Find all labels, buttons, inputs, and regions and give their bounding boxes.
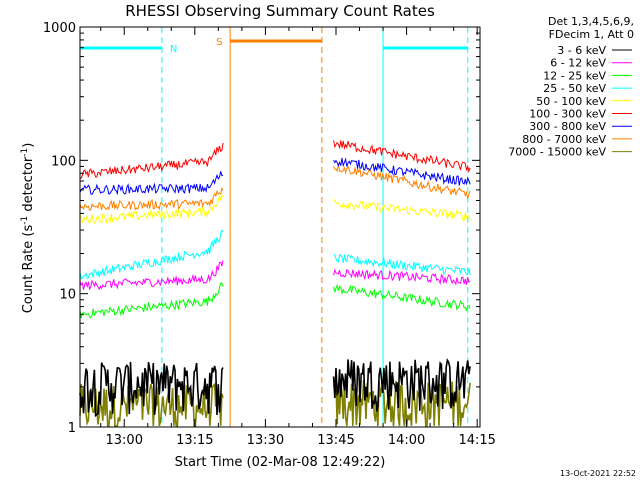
series-line	[79, 171, 224, 196]
series-line	[333, 253, 471, 276]
series-line	[79, 361, 224, 418]
series-line	[332, 379, 471, 427]
legend-entry-label: 3 - 6 keV	[557, 44, 606, 57]
y-axis-label-sup-2: -1	[20, 148, 30, 157]
series-line	[333, 268, 471, 286]
series-line	[333, 283, 471, 312]
legend-entry-label: 300 - 800 keV	[529, 120, 606, 133]
legend-entry-label: 50 - 100 keV	[536, 95, 606, 108]
x-tick-label: 13:30	[247, 433, 284, 448]
x-axis-label: Start Time (02-Mar-08 12:49:22)	[175, 455, 386, 470]
series-line	[79, 186, 224, 211]
series-line	[79, 229, 224, 280]
axes: 13:00 13:15 13:30 13:45 14:00 14:15 1 10 100 1000	[43, 21, 496, 448]
legend: Det 1,3,4,5,6,9, FDecim 1, Att 0 3 - 6 k…	[508, 15, 634, 159]
y-tick-label: 100	[51, 154, 76, 169]
night-flag-label: N	[170, 44, 177, 55]
y-tick-label: 1	[68, 421, 76, 436]
series-line	[79, 193, 224, 225]
y-axis-label-mid: detector	[21, 156, 36, 216]
series-line	[333, 163, 471, 199]
x-tick-label: 13:15	[176, 433, 213, 448]
legend-header-line-2: FDecim 1, Att 0	[549, 28, 634, 41]
render-timestamp: 13-Oct-2021 22:52	[560, 469, 636, 478]
y-axis-label-suffix: )	[21, 143, 36, 148]
legend-entry-label: 6 - 12 keV	[550, 57, 606, 70]
legend-entry-label: 800 - 7000 keV	[522, 133, 606, 146]
x-tick-label: 14:00	[388, 433, 425, 448]
y-axis-label-prefix: Count Rate (s	[21, 225, 36, 314]
series-line	[333, 140, 471, 173]
series-line	[333, 198, 471, 222]
legend-entry-label: 25 - 50 keV	[543, 82, 606, 95]
y-axis-label: Count Rate (s-1 detector-1)	[20, 143, 36, 314]
legend-header-line-1: Det 1,3,4,5,6,9,	[548, 15, 634, 28]
y-axis-label-sup-1: -1	[20, 216, 30, 225]
legend-entry-label: 100 - 300 keV	[529, 108, 606, 121]
x-tick-label: 13:00	[106, 433, 143, 448]
legend-entry-label: 7000 - 15000 keV	[508, 146, 606, 159]
series-line	[79, 260, 224, 291]
plot-frame	[79, 26, 481, 428]
series-line	[333, 157, 471, 186]
plot-area: NS	[79, 27, 471, 427]
saa-flag-label: S	[216, 37, 222, 48]
series-line	[332, 358, 471, 412]
y-tick-label: 10	[59, 288, 76, 303]
y-tick-label: 1000	[43, 21, 76, 36]
chart-title: RHESSI Observing Summary Count Rates	[125, 2, 435, 20]
x-tick-label: 14:15	[458, 433, 495, 448]
legend-entry-label: 12 - 25 keV	[543, 69, 606, 82]
series-line	[79, 281, 224, 319]
series-line	[79, 142, 224, 179]
x-tick-label: 13:45	[317, 433, 354, 448]
